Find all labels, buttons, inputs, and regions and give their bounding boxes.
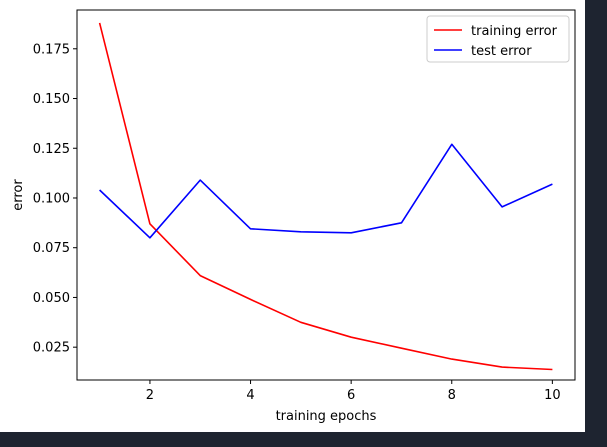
y-tick-label: 0.150 [33,92,70,107]
x-tick-label: 2 [146,388,154,403]
y-tick-label: 0.025 [33,341,70,356]
line-chart: 2 4 6 8 10 0.025 0.050 0.075 0.100 0.125 0.150 0.17… [11,9,576,424]
figure-canvas: 2 4 6 8 10 0.025 0.050 0.075 0.100 0.125 0.150 0.17… [0,0,585,432]
x-axis-label: training epochs [276,409,377,424]
x-tick-label: 4 [246,388,254,403]
legend: training error test error [426,15,570,63]
y-tick-label: 0.175 [33,42,70,57]
plot-frame [76,9,576,381]
series-line-test-error [99,143,553,239]
x-tick-label: 10 [544,388,561,403]
series-line-training-error [98,22,553,371]
x-tick-label: 6 [347,388,355,403]
series-layer [98,22,553,371]
y-tick-label: 0.125 [33,142,70,157]
y-tick-label: 0.050 [33,291,70,306]
axis-ticks: 2 4 6 8 10 0.025 0.050 0.075 0.100 0.125 0.150 0.17… [33,42,561,403]
y-axis-label: error [11,179,26,211]
x-tick-label: 8 [448,388,456,403]
y-tick-label: 0.100 [33,191,70,206]
legend-label-test-error: test error [471,44,532,59]
legend-label-training-error: training error [471,24,558,39]
legend-box [426,15,570,63]
y-tick-label: 0.075 [33,241,70,256]
